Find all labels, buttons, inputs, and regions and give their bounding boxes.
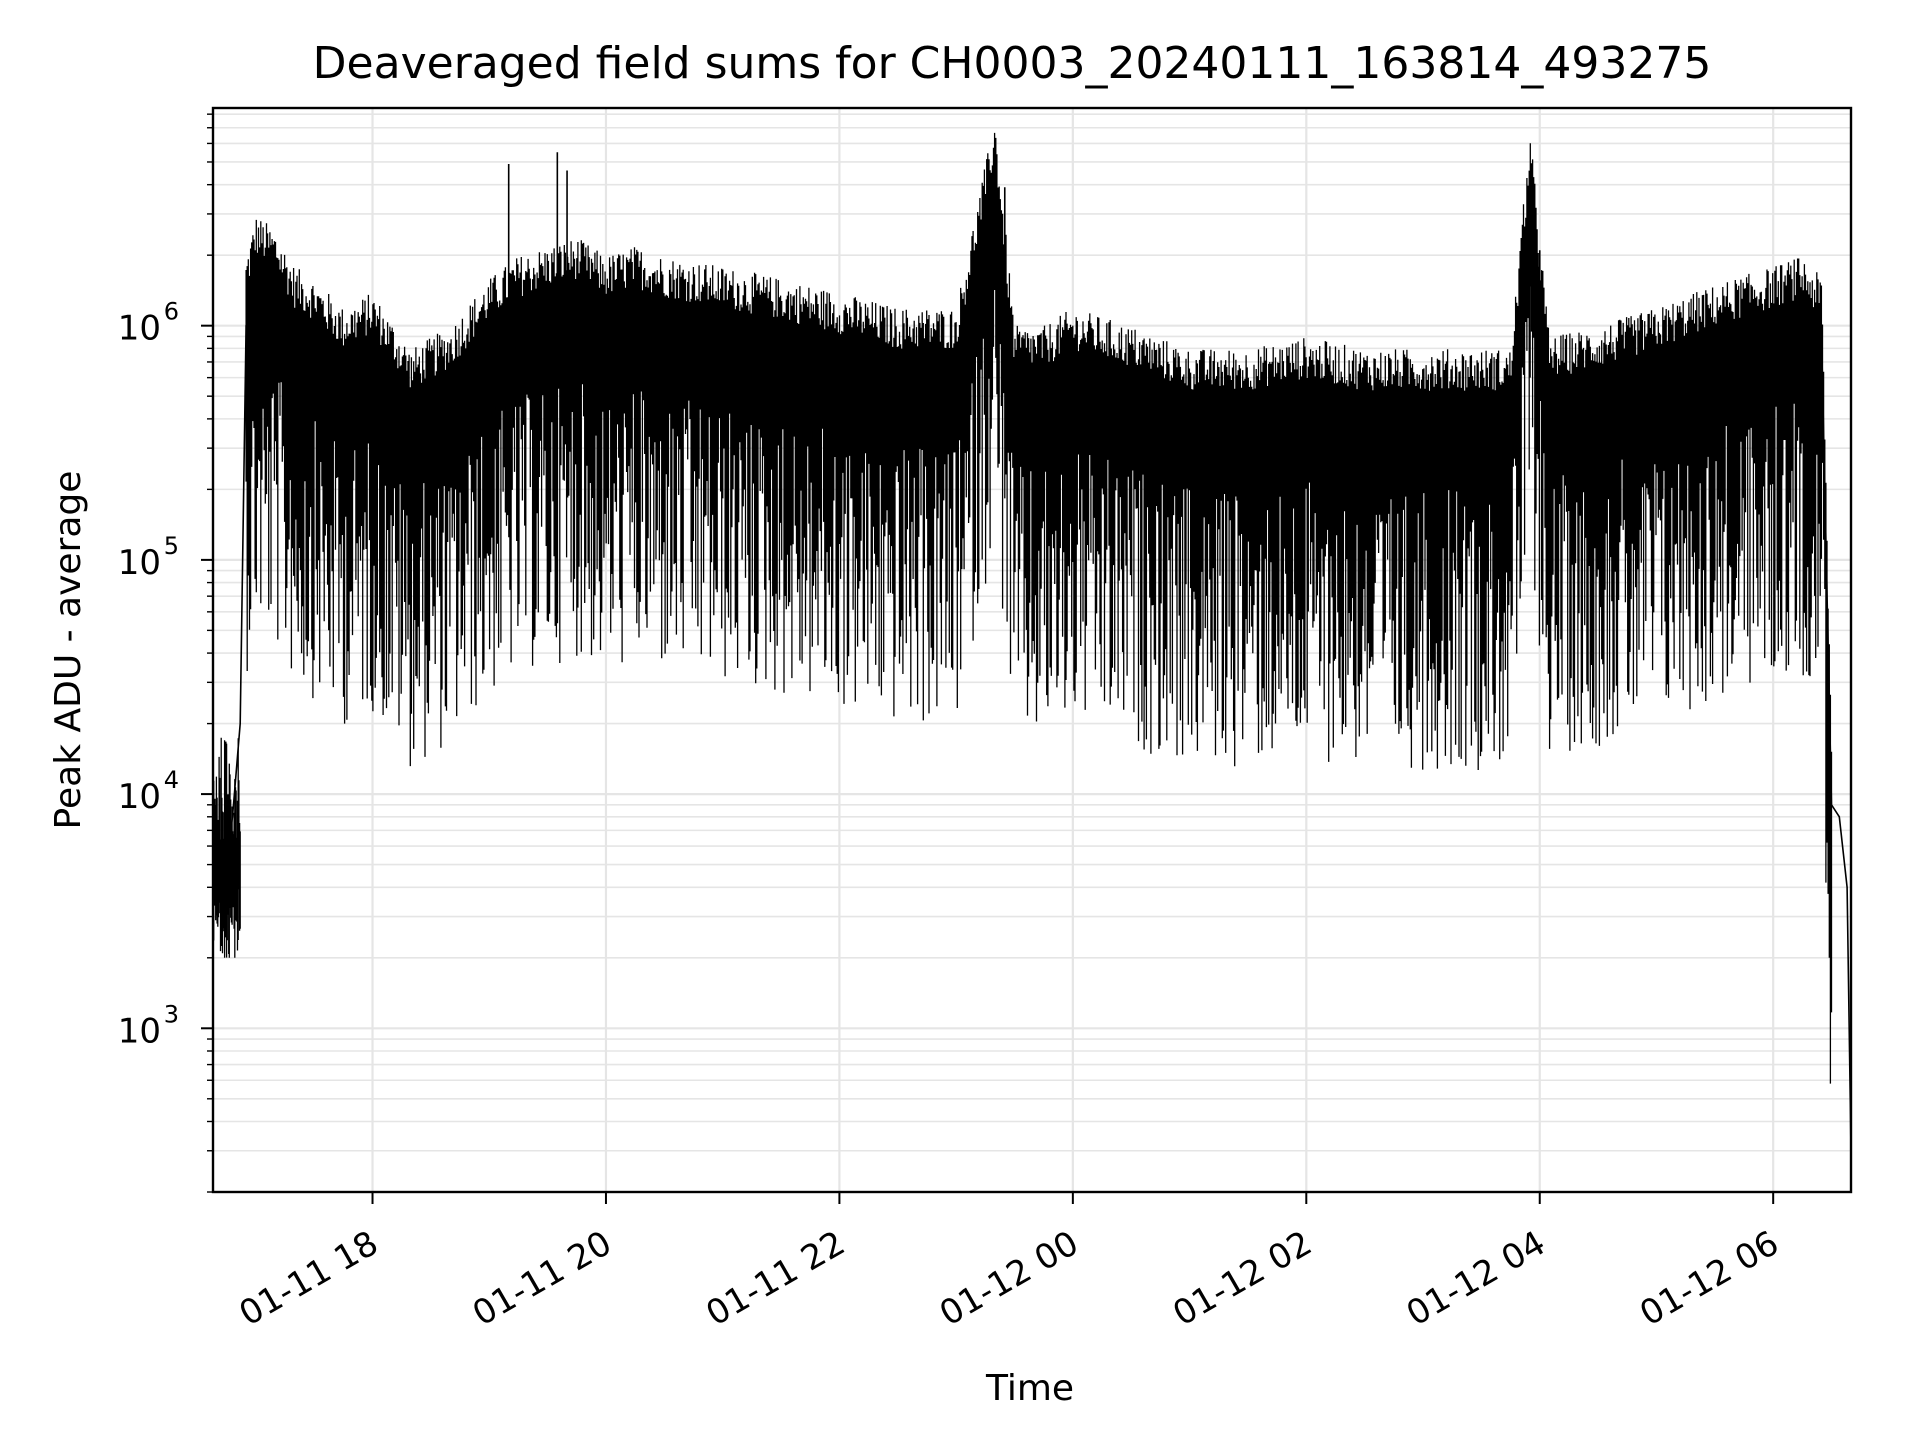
x-tick-label: 01-12 02 (1166, 1223, 1318, 1334)
x-tick-label: 01-11 20 (466, 1223, 618, 1334)
chart-title: Deaveraged field sums for CH0003_2024011… (313, 38, 1712, 89)
x-tick-label: 01-12 06 (1633, 1223, 1785, 1334)
y-tick-exponent: 3 (164, 1000, 179, 1028)
y-axis-label: Peak ADU - average (48, 471, 89, 830)
data-band (212, 132, 1833, 1084)
plot-frame (211, 106, 1853, 1194)
noise-band (212, 132, 1833, 1084)
y-tick-label: 10 (118, 777, 161, 817)
y-tick-exponent: 4 (164, 766, 179, 794)
series-line (212, 187, 1852, 1151)
y-tick-label: 10 (118, 1011, 161, 1051)
x-axis-ticks: 01-11 18 01-11 20 01-11 22 01-12 00 01-12 02… (233, 1192, 1786, 1334)
data-spikes (507, 152, 1541, 378)
x-tick-label: 01-12 00 (933, 1223, 1085, 1334)
x-tick-label: 01-11 22 (700, 1223, 852, 1334)
y-tick-label: 10 (118, 543, 161, 583)
y-tick-exponent: 6 (164, 298, 179, 326)
y-tick-exponent: 5 (164, 532, 179, 560)
x-axis-label: Time (985, 1368, 1074, 1409)
y-tick-label: 10 (118, 309, 161, 349)
x-tick-label: 01-12 04 (1400, 1223, 1552, 1334)
x-tick-label: 01-11 18 (233, 1223, 385, 1334)
